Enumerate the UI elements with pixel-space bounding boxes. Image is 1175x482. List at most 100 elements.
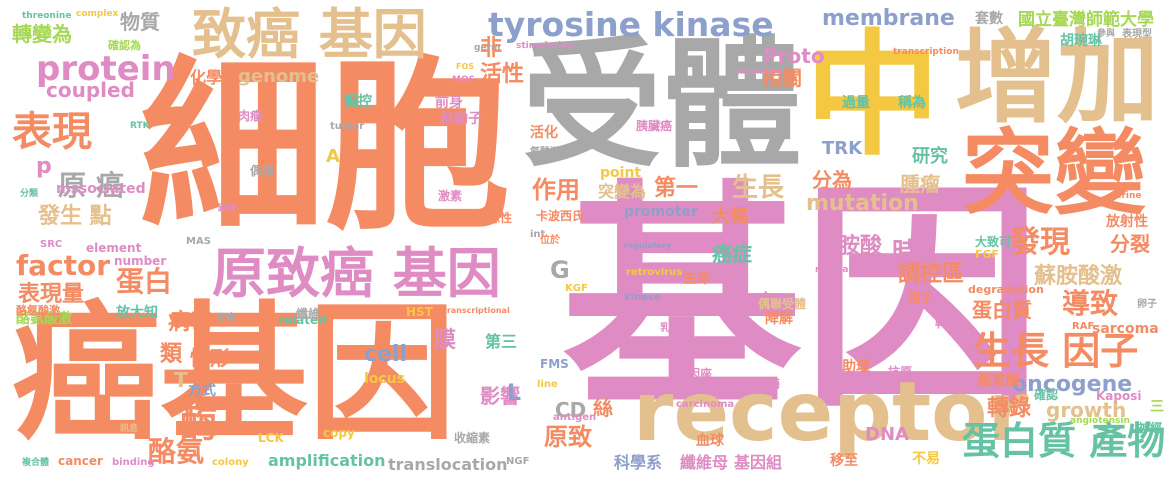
word: cancer xyxy=(58,454,103,468)
word: FGF xyxy=(975,248,1000,261)
word: 乳癌 xyxy=(660,323,680,334)
word: regulatory xyxy=(624,241,672,250)
word: 胰臟癌 xyxy=(636,119,673,133)
word: 激素 xyxy=(438,189,463,203)
word: 放大知 xyxy=(116,305,158,321)
word: SRC xyxy=(40,239,63,250)
word: 基因組 xyxy=(734,453,783,472)
word: 最先 xyxy=(745,329,770,343)
word: 路徑 xyxy=(218,204,237,214)
word: 分裂 xyxy=(1110,232,1150,256)
word: p xyxy=(36,154,52,179)
word: 同源性 xyxy=(476,211,513,225)
word: 降解 xyxy=(765,311,793,327)
word: Kaposi xyxy=(1096,389,1142,403)
word: 因子 xyxy=(908,291,933,305)
word: 抗原 xyxy=(888,365,913,379)
word: 卡波西氏 xyxy=(536,209,585,223)
word: tumor xyxy=(330,121,365,132)
word: 突變 xyxy=(962,120,1147,227)
word: 轉錄 xyxy=(987,396,1032,421)
word: nuclear xyxy=(815,265,853,275)
word: 原 癌 xyxy=(58,169,124,202)
word: 原致癌 基因 xyxy=(212,242,501,305)
word: 蛋白質 xyxy=(972,298,1032,322)
word: mssociated xyxy=(56,181,146,197)
word: mammary xyxy=(737,67,782,76)
word: 致癌 基因 xyxy=(192,3,427,66)
word: 研究 xyxy=(912,146,948,167)
word: 三 xyxy=(1150,399,1164,415)
word: 纖維 xyxy=(296,307,321,321)
word: point xyxy=(600,165,642,181)
word: 第一 xyxy=(654,176,699,201)
word: growth xyxy=(1046,398,1127,422)
word: 偶聯 xyxy=(250,164,275,178)
word: locus xyxy=(364,371,406,387)
word: 突變為 xyxy=(598,182,647,201)
word: 中 xyxy=(805,17,940,174)
word: 作用 xyxy=(532,176,580,204)
word: transcription xyxy=(893,47,959,57)
word: 套數 xyxy=(975,11,1003,27)
word: colony xyxy=(212,457,249,468)
word: factor xyxy=(16,249,111,282)
word: 影響 xyxy=(480,384,520,408)
word: 前身 xyxy=(435,95,463,111)
word: 第三 xyxy=(485,332,518,351)
word: 表現 xyxy=(12,109,92,155)
word: mutation xyxy=(806,191,919,216)
word: 表現型 xyxy=(1122,29,1152,40)
word: int xyxy=(530,229,546,240)
word: 蘇胺酸激 xyxy=(1034,264,1123,289)
word: retrovirus xyxy=(626,267,683,278)
word: 酪氨酸 xyxy=(978,373,1020,389)
word: 病毒 xyxy=(168,310,213,335)
word: 肉瘤 xyxy=(238,109,263,123)
word: 胡琬琳 xyxy=(1060,33,1102,49)
word: 調控 xyxy=(344,94,372,110)
word: T xyxy=(174,368,188,392)
word: 時 xyxy=(892,238,919,268)
word: MOS xyxy=(452,75,476,85)
word: 胃癌 xyxy=(216,313,236,324)
word: 癌基因 xyxy=(12,288,456,460)
word: NGF xyxy=(506,456,530,467)
word: 細胞 xyxy=(140,39,510,255)
word: 氨酸激 xyxy=(530,147,560,158)
word: TRK xyxy=(822,138,863,159)
word: G xyxy=(550,256,570,284)
word: 基因座 xyxy=(676,367,713,381)
word: angiotensin xyxy=(1070,416,1130,426)
word: 物質 xyxy=(120,10,160,34)
word: 助理 xyxy=(842,359,870,375)
word: 生長 因子 xyxy=(973,329,1139,373)
word: 癌症 xyxy=(712,242,752,266)
word: binding xyxy=(112,457,155,468)
word: FOS xyxy=(456,62,475,71)
word: 活性 xyxy=(480,62,525,87)
word: genome xyxy=(238,66,320,87)
word: 神經 xyxy=(1138,421,1163,435)
word: degradation xyxy=(968,283,1044,296)
word: 大致可 xyxy=(975,235,1012,249)
word: germ xyxy=(474,43,501,53)
word: 國立臺灣師範大學 xyxy=(1018,10,1154,30)
word: 不易 xyxy=(912,451,940,467)
word: HST xyxy=(406,305,433,319)
word: FMS xyxy=(540,357,569,371)
word: 訊息 xyxy=(120,424,139,434)
word: LCK xyxy=(258,431,284,445)
word: 非 xyxy=(480,36,503,61)
word: 蛋白質 產物 xyxy=(962,419,1166,463)
word: 相關 xyxy=(762,66,802,90)
word: serine xyxy=(1110,191,1142,201)
word: 轉變為 xyxy=(12,22,72,46)
word: 腫瘤 xyxy=(900,172,940,196)
word: RTK xyxy=(130,121,150,131)
word: element xyxy=(86,241,142,255)
word: line xyxy=(537,379,558,390)
word: A xyxy=(326,146,340,167)
word: 生長 xyxy=(732,173,785,203)
word: 調控區 xyxy=(898,262,965,287)
